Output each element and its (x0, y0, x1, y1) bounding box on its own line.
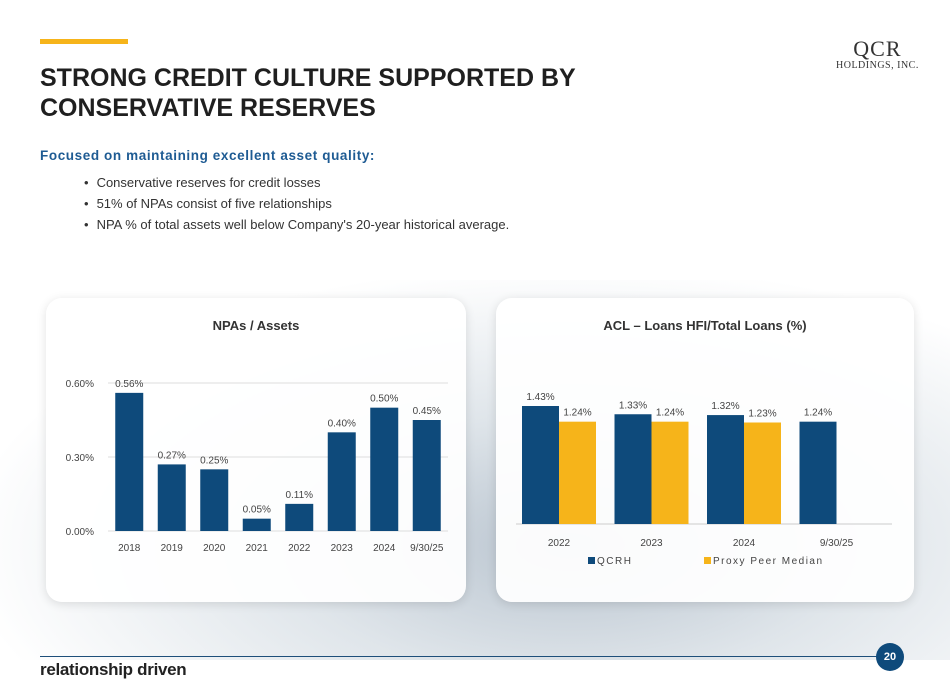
data-label: 0.27% (158, 450, 186, 461)
x-tick-label: 2024 (733, 538, 756, 549)
data-label: 1.24% (656, 408, 684, 419)
x-tick-label: 9/30/25 (410, 543, 444, 554)
npa-chart-card: NPAs / Assets 0.00% 0.30% 0.60% 0.56% 2018 0.… (46, 298, 466, 602)
page-title: STRONG CREDIT CULTURE SUPPORTED BY CONSE… (40, 64, 576, 122)
data-label: 1.24% (563, 408, 591, 419)
data-label: 0.25% (200, 455, 228, 466)
data-label: 1.32% (711, 401, 739, 412)
bar (242, 518, 271, 531)
page-number: 20 (876, 643, 904, 671)
x-tick-label: 2021 (246, 543, 269, 554)
x-tick-label: 2024 (373, 543, 396, 554)
acl-chart: 1.43% 1.24% 2022 1.33% 1.24% 2023 1.32% 1.23% 20… (516, 392, 892, 567)
company-logo: QCR HOLDINGS, INC. (836, 36, 919, 72)
y-tick-label: 0.60% (66, 379, 94, 390)
data-label: 0.05% (243, 505, 271, 516)
bar-peer (744, 422, 781, 524)
x-tick-label: 2023 (331, 543, 354, 554)
bar-peer (559, 421, 596, 524)
legend-swatch-peer (704, 557, 711, 564)
bullet-item: Conservative reserves for credit losses (84, 172, 509, 193)
accent-bar (40, 39, 128, 44)
bar-qcrh (799, 421, 837, 524)
x-tick-label: 2020 (203, 543, 226, 554)
bar (200, 469, 229, 531)
data-label: 0.50% (370, 394, 398, 405)
bar (115, 392, 144, 531)
y-tick-label: 0.30% (66, 453, 94, 464)
legend-swatch-qcrh (588, 557, 595, 564)
data-label: 0.45% (413, 406, 441, 417)
x-tick-label: 2018 (118, 543, 141, 554)
logo-main: QCR (853, 36, 902, 61)
data-label: 0.11% (285, 490, 313, 501)
y-tick-label: 0.00% (66, 527, 94, 538)
x-tick-label: 2023 (640, 538, 663, 549)
acl-chart-card: ACL – Loans HFI/Total Loans (%) 1.43% 1.2… (496, 298, 914, 602)
bar (327, 432, 356, 531)
bar-qcrh (707, 415, 744, 524)
x-tick-label: 9/30/25 (820, 538, 854, 549)
data-label: 0.56% (115, 379, 143, 390)
data-label: 1.24% (804, 408, 832, 419)
npa-chart: 0.00% 0.30% 0.60% 0.56% 2018 0.27% 2019 0.25% 20… (66, 379, 448, 554)
x-tick-label: 2019 (161, 543, 184, 554)
bullet-item: NPA % of total assets well below Company… (84, 214, 510, 235)
bullet-list: Conservative reserves for credit losses … (84, 172, 510, 235)
chart-title: NPAs / Assets (212, 318, 300, 333)
bar (370, 407, 399, 531)
bar-qcrh (614, 414, 652, 524)
legend-label: QCRH (597, 556, 632, 567)
subtitle: Focused on maintaining excellent asset q… (40, 148, 376, 163)
chart-title: ACL – Loans HFI/Total Loans (%) (603, 318, 807, 333)
x-tick-label: 2022 (548, 538, 571, 549)
logo-sub: HOLDINGS, INC. (836, 60, 919, 71)
footer-brand: relationship driven (40, 660, 187, 679)
bullet-item: 51% of NPAs consist of five relationship… (84, 193, 509, 214)
footer-divider (40, 656, 880, 657)
data-label: 1.43% (526, 392, 554, 403)
bar-qcrh (522, 406, 559, 524)
legend-label: Proxy Peer Median (713, 556, 824, 567)
data-label: 0.40% (328, 418, 356, 429)
bar (412, 420, 441, 531)
bar (285, 503, 314, 531)
bar-peer (651, 421, 689, 524)
bar (157, 464, 186, 531)
data-label: 1.33% (619, 400, 647, 411)
data-label: 1.23% (748, 409, 776, 420)
x-tick-label: 2022 (288, 543, 311, 554)
